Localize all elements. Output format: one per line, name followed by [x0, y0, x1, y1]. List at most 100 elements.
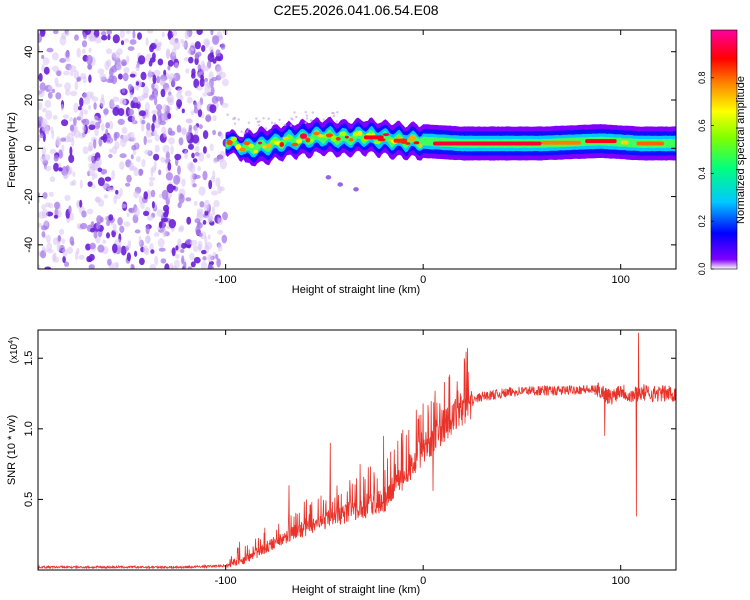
noise-blob: [168, 137, 175, 145]
noise-blob: [146, 139, 153, 144]
noise-blob: [109, 148, 113, 153]
noise-blob: [44, 99, 52, 108]
noise-blob: [39, 30, 46, 37]
noise-blob: [105, 122, 110, 129]
noise-blob: [167, 162, 172, 171]
noise-blob: [192, 158, 198, 163]
noise-blob: [128, 208, 133, 213]
noise-blob: [174, 259, 180, 269]
faint-dot: [247, 127, 250, 131]
noise-blob: [154, 38, 159, 46]
noise-blob: [158, 247, 166, 252]
spectrogram-plot-area: [38, 30, 676, 269]
noise-blob: [42, 107, 47, 113]
noise-blob: [138, 110, 146, 117]
ridge-spot: [253, 149, 258, 154]
noise-blob: [97, 244, 105, 253]
snr-ticks: -100 0 100 0.5 1.0 1.5: [23, 330, 676, 587]
snr-y-tick-label: 1.5: [23, 351, 35, 366]
noise-blob: [108, 75, 115, 83]
noise-blob: [143, 93, 149, 98]
noise-blob: [197, 100, 202, 111]
noise-blob: [108, 214, 114, 221]
noise-blob: [156, 209, 164, 217]
noise-blob: [210, 176, 216, 183]
noise-blob: [215, 253, 219, 260]
noise-blob: [44, 219, 48, 227]
noise-blob: [149, 57, 156, 63]
faint-dot: [243, 131, 246, 135]
noise-blob: [39, 132, 44, 139]
noise-blob: [180, 128, 187, 135]
noise-blob: [158, 221, 163, 229]
noise-blob: [88, 47, 92, 53]
noise-blob: [38, 73, 43, 82]
noise-blob: [101, 31, 107, 36]
ridge-spot: [408, 135, 416, 142]
noise-blob: [170, 145, 174, 155]
noise-blob: [147, 214, 154, 221]
noise-blob: [147, 30, 154, 34]
noise-blob: [69, 212, 74, 221]
faint-dot: [336, 111, 339, 114]
noise-blob: [203, 80, 209, 87]
noise-blob: [64, 89, 71, 96]
noise-blob: [167, 113, 172, 120]
ridge-spot: [339, 131, 347, 136]
noise-blob: [106, 30, 112, 35]
noise-blob: [126, 174, 132, 183]
noise-blob: [151, 201, 155, 209]
noise-blob: [194, 57, 199, 66]
ridge-spot: [266, 143, 272, 149]
noise-blob: [119, 187, 123, 197]
noise-blob: [128, 162, 135, 171]
ridge-spot: [325, 133, 334, 138]
noise-blob: [88, 35, 96, 42]
noise-blob: [82, 146, 89, 155]
ridge-core: [433, 141, 542, 146]
noise-blob: [79, 97, 84, 107]
noise-blob: [149, 263, 156, 269]
noise-blob: [191, 68, 196, 76]
noise-blob: [131, 136, 136, 143]
noise-blob: [156, 75, 161, 84]
noise-blob: [81, 48, 86, 54]
ridge-spot: [349, 138, 354, 142]
noise-blob: [144, 102, 150, 112]
noise-blob: [126, 252, 131, 262]
ridge-spot: [330, 135, 338, 142]
noise-blob: [145, 128, 153, 138]
ridge-spot: [313, 131, 320, 136]
noise-blob: [149, 44, 155, 53]
noise-blob: [38, 102, 43, 111]
ridge-spot: [299, 133, 308, 139]
noise-blob: [164, 263, 170, 269]
noise-blob: [111, 230, 116, 238]
noise-blob: [161, 31, 165, 38]
ridge-core: [585, 139, 617, 144]
noise-blob: [171, 247, 176, 257]
noise-blob: [169, 262, 174, 269]
noise-blob: [113, 195, 117, 205]
noise-blob: [189, 252, 195, 261]
noise-blob: [42, 192, 48, 199]
noise-blob: [78, 254, 85, 260]
noise-blob: [86, 54, 93, 65]
spectrogram-panel: -100 0 100 -40 -20 0 20 40 Height of straight l…: [6, 29, 677, 296]
spectrogram-ticks: -100 0 100 -40 -20 0 20 40: [23, 30, 676, 286]
noise-blob: [180, 242, 187, 249]
noise-blob: [157, 42, 162, 48]
noise-blob: [202, 220, 207, 225]
noise-blob: [188, 143, 194, 150]
noise-blob: [47, 248, 54, 254]
noise-blob: [175, 253, 180, 259]
ridge-spot: [226, 139, 233, 146]
noise-blob: [39, 82, 46, 92]
noise-blob: [99, 73, 106, 81]
noise-blob: [157, 109, 162, 118]
noise-blob: [46, 242, 53, 251]
ridge-spot: [371, 132, 375, 136]
noise-blob: [73, 102, 79, 113]
noise-blob: [176, 99, 183, 108]
noise-blob: [164, 87, 172, 93]
